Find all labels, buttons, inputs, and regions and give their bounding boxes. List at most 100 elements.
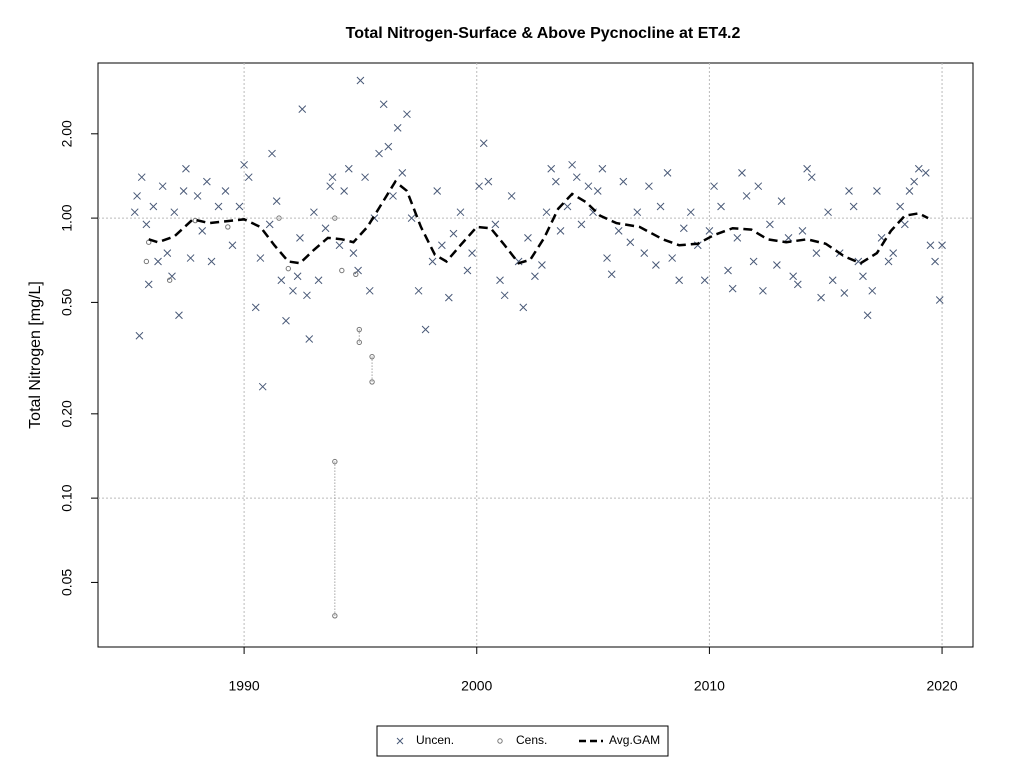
point-glyph: [563, 202, 572, 211]
data-point: [840, 289, 849, 297]
point-glyph: [547, 164, 556, 173]
legend-item: Cens.: [497, 733, 547, 747]
point-glyph: [144, 280, 153, 289]
data-point: [645, 182, 653, 191]
censored-point: [353, 271, 359, 277]
point-glyph: [137, 173, 146, 182]
data-point: [724, 266, 732, 275]
x-tick-label: 1990: [229, 678, 260, 694]
data-point: [340, 187, 348, 195]
chart-title: Total Nitrogen-Surface & Above Pycnoclin…: [346, 25, 741, 42]
data-point: [873, 187, 881, 195]
data-point: [728, 284, 737, 293]
data-point: [935, 296, 944, 304]
point-glyph: [456, 208, 465, 217]
legend-glyph: [396, 737, 404, 745]
legend-item: Uncen.: [396, 733, 454, 747]
point-glyph: [652, 261, 660, 269]
data-point: [568, 160, 576, 169]
x-tick-label: 2010: [694, 678, 725, 694]
point-glyph: [268, 149, 276, 158]
data-point: [144, 280, 153, 289]
censored-point: [369, 379, 375, 385]
data-point: [668, 254, 677, 262]
data-point: [812, 249, 821, 257]
gam-line: [148, 179, 929, 265]
data-point: [766, 220, 774, 229]
data-point: [705, 227, 714, 235]
point-glyph: [645, 182, 653, 191]
data-point: [361, 173, 369, 182]
data-point: [607, 270, 616, 279]
point-glyph: [163, 249, 172, 257]
data-point: [552, 177, 560, 186]
point-glyph: [845, 187, 853, 195]
data-point: [640, 249, 649, 257]
point-glyph: [668, 254, 677, 262]
data-point: [863, 311, 872, 320]
data-point: [349, 249, 358, 257]
point-glyph: [807, 173, 816, 182]
data-point: [817, 293, 825, 302]
data-point: [754, 182, 763, 191]
point-glyph: [910, 177, 918, 186]
data-point: [547, 164, 556, 173]
data-point: [398, 169, 407, 177]
data-point: [710, 182, 718, 191]
data-point: [179, 187, 188, 195]
data-point: [393, 124, 402, 132]
data-point: [389, 192, 397, 200]
data-point: [656, 202, 665, 211]
data-point: [496, 276, 504, 285]
data-point: [849, 202, 858, 211]
data-point: [149, 202, 158, 211]
point-glyph: [444, 293, 453, 302]
point-glyph: [640, 249, 649, 257]
point-glyph: [293, 272, 302, 281]
point-glyph: [868, 286, 877, 295]
point-glyph: [130, 208, 139, 217]
point-glyph: [258, 382, 267, 391]
point-glyph: [168, 272, 176, 281]
data-point: [207, 257, 216, 266]
point-glyph: [552, 177, 560, 186]
point-glyph: [598, 164, 607, 173]
data-point: [910, 177, 918, 186]
data-point: [700, 276, 709, 285]
point-glyph: [407, 214, 416, 222]
censored-point: [332, 458, 338, 465]
data-point: [519, 303, 528, 312]
data-point: [859, 272, 867, 281]
data-point: [652, 261, 660, 269]
point-glyph: [738, 169, 746, 177]
point-glyph: [926, 241, 935, 250]
data-point: [593, 187, 602, 195]
data-point: [403, 110, 411, 119]
censored-point: [285, 265, 292, 272]
data-point: [717, 202, 725, 211]
point-glyph: [828, 276, 837, 285]
data-point: [407, 214, 416, 222]
censored-point: [369, 353, 375, 360]
point-glyph: [584, 182, 593, 191]
data-point: [240, 160, 248, 169]
censored-point: [332, 215, 338, 221]
data-point: [931, 257, 939, 266]
point-glyph: [531, 272, 539, 281]
y-tick-label: 2.00: [59, 120, 75, 147]
point-glyph: [321, 224, 330, 233]
data-point: [321, 224, 330, 233]
data-point: [277, 276, 286, 285]
y-tick-label: 0.05: [59, 569, 75, 596]
data-point: [384, 142, 393, 151]
point-glyph: [463, 266, 472, 275]
data-point: [170, 208, 179, 217]
data-point: [298, 105, 307, 113]
data-point: [344, 164, 353, 173]
point-glyph: [742, 192, 751, 200]
point-glyph: [221, 187, 230, 195]
data-point: [305, 335, 314, 343]
point-glyph: [710, 182, 718, 191]
point-glyph: [633, 208, 642, 217]
x-tick-label: 2000: [461, 678, 492, 694]
